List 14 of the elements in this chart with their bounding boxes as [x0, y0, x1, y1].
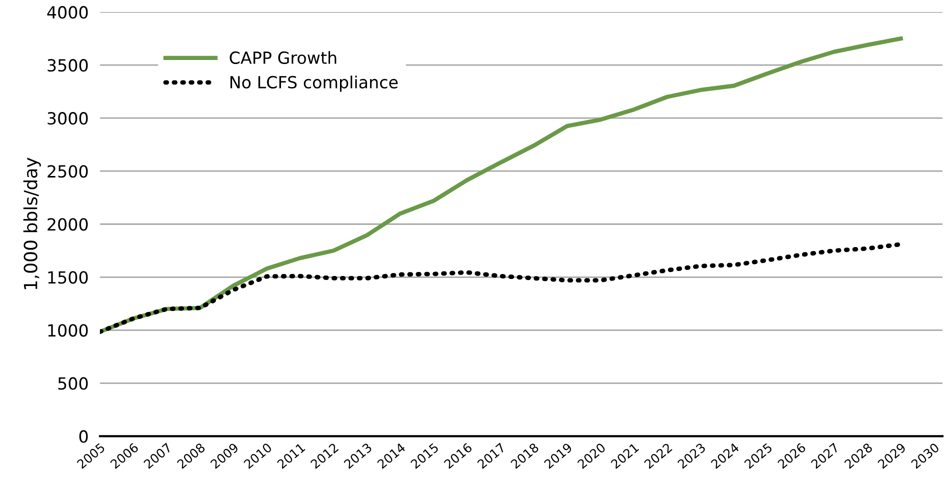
y-tick-label: 3000 [48, 112, 88, 125]
y-tick-label: 2500 [48, 165, 88, 178]
y-tick-label: 0 [79, 430, 88, 443]
legend-label: CAPP Growth [230, 51, 336, 64]
y-tick-label: 500 [58, 377, 88, 390]
y-axis-title: 1,000 bbls/day [23, 158, 41, 290]
line-series [100, 36, 903, 334]
y-tick-label: 3500 [48, 59, 88, 72]
y-tick-label: 4000 [47, 6, 88, 19]
y-tick-label: 2000 [48, 218, 88, 231]
line-series [100, 242, 903, 334]
y-tick-label: 1000 [48, 324, 88, 337]
legend-label: No LCFS compliance [230, 76, 398, 92]
y-tick-label: 1500 [48, 271, 88, 284]
